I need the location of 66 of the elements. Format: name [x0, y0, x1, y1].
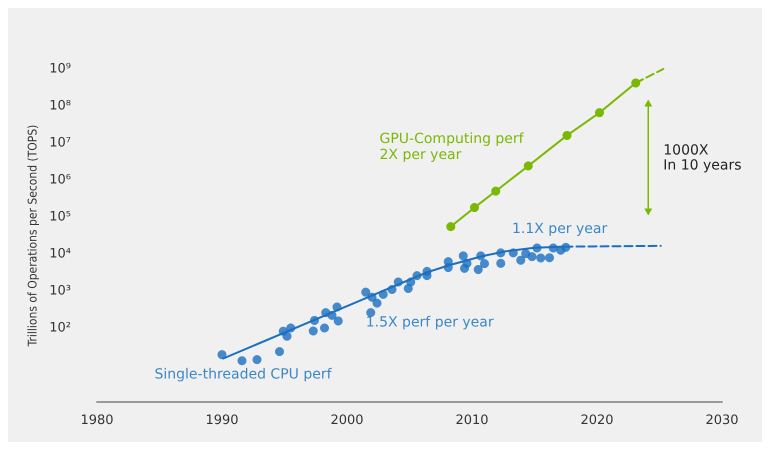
x-tick-label: 1980 [80, 413, 114, 428]
point [480, 259, 489, 268]
annotation: 1.1X per year [512, 220, 608, 237]
point [595, 108, 604, 118]
point [368, 292, 376, 302]
y-tick-label: 10³ [49, 284, 71, 298]
y-tick-label: 10⁷ [49, 136, 71, 150]
point [496, 258, 506, 268]
point [394, 278, 403, 287]
point [372, 298, 382, 308]
y-tick-label: 10⁹ [49, 62, 71, 76]
x-tick-label: 2010 [455, 413, 489, 428]
point [328, 310, 336, 320]
point [218, 350, 226, 360]
point [406, 278, 416, 287]
point [320, 324, 329, 332]
point [412, 271, 422, 280]
point [422, 271, 432, 280]
point [496, 248, 506, 258]
point [508, 248, 518, 258]
point [238, 356, 246, 366]
point [470, 203, 479, 212]
point [562, 130, 572, 140]
point [491, 186, 500, 196]
y-tick-label: 10⁴ [49, 246, 71, 262]
point [334, 316, 343, 326]
y-tick-label: 10⁵ [49, 210, 71, 224]
x-tick-label: 2020 [580, 413, 614, 428]
annotation: 1000X [663, 142, 709, 158]
point [524, 161, 533, 170]
annotation: 1.5X perf per year [366, 314, 494, 331]
annotation: In 10 years [663, 157, 742, 174]
annotation: Single-threaded CPU perf [154, 366, 333, 383]
annotation: 2X per year [380, 147, 462, 164]
point [528, 252, 536, 262]
point [310, 316, 319, 325]
point [286, 324, 296, 332]
point [462, 258, 472, 268]
x-tick-label: 1990 [205, 413, 239, 428]
point [388, 284, 396, 294]
point [458, 251, 468, 260]
point [476, 251, 486, 260]
point [516, 256, 526, 265]
point [474, 265, 483, 274]
y-tick-label: 10⁶ [49, 172, 71, 188]
point [378, 290, 388, 299]
point [275, 347, 284, 356]
point [631, 78, 640, 88]
y-tick-label: 10⁸ [49, 98, 71, 114]
point [308, 326, 318, 336]
y-axis-title: Trillions of Operations per Second (TOPS) [25, 124, 40, 348]
x-tick-label: 2000 [330, 413, 364, 428]
point [545, 253, 554, 262]
point [532, 244, 542, 253]
y-tick-label: 10² [49, 320, 71, 336]
point [332, 302, 342, 312]
point [361, 288, 370, 297]
point [548, 244, 558, 253]
x-tick-label: 2030 [705, 413, 739, 428]
point [444, 263, 453, 272]
point [446, 222, 456, 232]
point [282, 332, 292, 341]
point [252, 355, 262, 364]
point [561, 242, 570, 252]
annotation: GPU-Computing perf [380, 130, 525, 147]
point [536, 253, 546, 262]
